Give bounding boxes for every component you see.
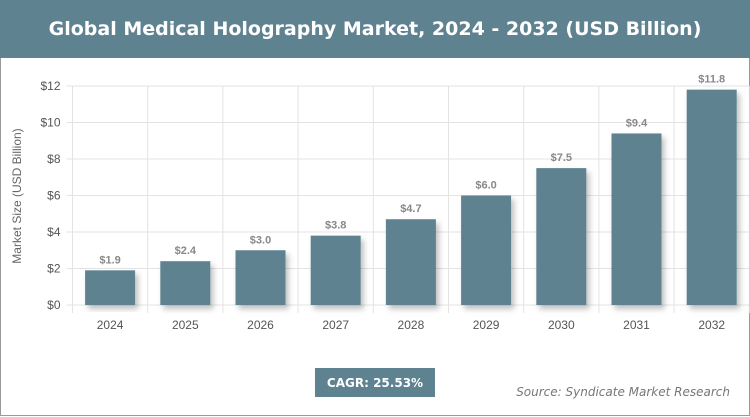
x-tick-label: 2026 bbox=[247, 318, 274, 332]
bar-2029 bbox=[461, 195, 512, 305]
x-tick-label: 2024 bbox=[97, 318, 124, 332]
x-tick-label: 2030 bbox=[548, 318, 575, 332]
bar-2024 bbox=[85, 270, 136, 305]
x-tick-label: 2029 bbox=[473, 318, 500, 332]
y-tick-label: $4 bbox=[47, 225, 61, 239]
y-tick-label: $12 bbox=[40, 79, 60, 93]
bar-2026 bbox=[235, 250, 286, 305]
x-tick-label: 2031 bbox=[623, 318, 650, 332]
bar-2030 bbox=[536, 168, 587, 305]
x-tick-label: 2025 bbox=[172, 318, 199, 332]
y-tick-label: $2 bbox=[47, 262, 61, 276]
bar-2031 bbox=[611, 133, 662, 305]
bar-2028 bbox=[385, 219, 436, 305]
bar-2032 bbox=[686, 89, 737, 306]
y-tick-label: $0 bbox=[47, 298, 61, 312]
y-tick-label: $8 bbox=[47, 152, 61, 166]
data-label-2031: $9.4 bbox=[626, 117, 648, 129]
data-label-2025: $2.4 bbox=[175, 245, 197, 257]
data-label-2027: $3.8 bbox=[325, 220, 346, 232]
y-axis-label: Market Size (USD Billion) bbox=[10, 128, 24, 263]
x-tick-label: 2027 bbox=[322, 318, 349, 332]
data-label-2032: $11.8 bbox=[698, 74, 725, 86]
data-label-2030: $7.5 bbox=[551, 152, 572, 164]
data-label-2024: $1.9 bbox=[99, 254, 120, 266]
data-label-2028: $4.7 bbox=[400, 203, 421, 215]
y-tick-label: $10 bbox=[40, 116, 60, 130]
bar-2025 bbox=[160, 261, 211, 305]
bar-2027 bbox=[310, 235, 361, 305]
x-tick-label: 2032 bbox=[698, 318, 725, 332]
cagr-badge: CAGR: 25.53% bbox=[315, 368, 435, 397]
y-tick-label: $6 bbox=[47, 189, 61, 203]
chart-title: Global Medical Holography Market, 2024 -… bbox=[0, 0, 750, 58]
data-label-2029: $6.0 bbox=[475, 180, 496, 192]
data-label-2026: $3.0 bbox=[250, 234, 271, 246]
source-note: Source: Syndicate Market Research bbox=[516, 385, 730, 399]
x-tick-label: 2028 bbox=[398, 318, 425, 332]
